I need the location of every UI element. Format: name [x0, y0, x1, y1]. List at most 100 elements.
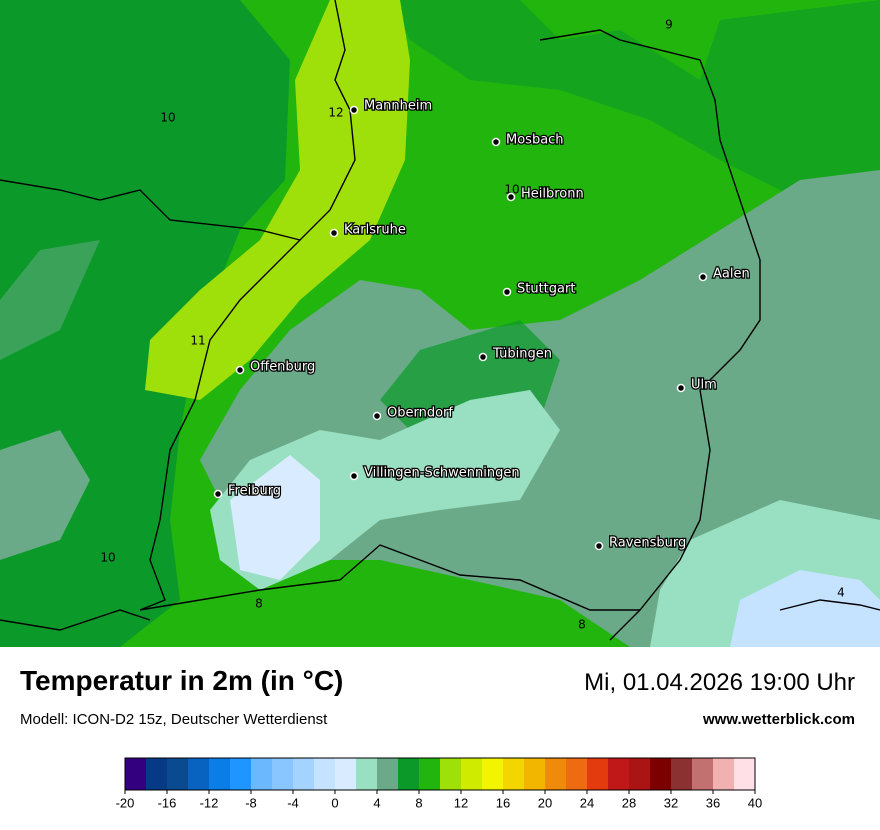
color-swatch	[713, 758, 735, 790]
colorbar: -20 -16 -12 -8 -4 0 4 8 12 16 20 24 28 32 36 40	[116, 757, 762, 810]
tick-label: 8	[415, 795, 422, 810]
temperature-area	[0, 240, 100, 360]
color-swatch	[230, 758, 252, 790]
color-swatch	[167, 758, 189, 790]
tick-label: -16	[158, 795, 177, 810]
colorbar-frame	[124, 757, 756, 791]
city-marker	[491, 137, 501, 147]
tick-label: 16	[496, 795, 510, 810]
color-swatch	[545, 758, 567, 790]
tick-label: -20	[116, 795, 135, 810]
website: www.wetterblick.com	[702, 711, 855, 728]
color-swatch	[188, 758, 210, 790]
tick-label: 12	[454, 795, 468, 810]
border	[779, 599, 880, 611]
color-swatch	[272, 758, 294, 790]
city-label: Heilbronn	[521, 187, 584, 202]
contour-label: 11	[190, 334, 205, 348]
contour-label: 12	[328, 106, 343, 120]
city-label: Ravensburg	[609, 536, 686, 551]
title: Temperatur in 2m (in °C)	[20, 665, 343, 696]
city-marker	[349, 105, 359, 115]
tick-label: 20	[538, 795, 552, 810]
cities: Mannheim Mosbach Heilbronn Karlsruhe Aal…	[213, 97, 751, 552]
border	[539, 29, 761, 641]
temperature-area	[230, 455, 320, 580]
color-swatch	[503, 758, 525, 790]
color-swatch	[398, 758, 420, 790]
tick-label: -8	[245, 795, 257, 810]
city-marker	[594, 541, 604, 551]
color-swatch	[524, 758, 546, 790]
city-marker	[502, 287, 512, 297]
city-label: Stuttgart	[517, 282, 575, 297]
city-label: Freiburg	[228, 484, 281, 499]
city-label: Tübingen	[492, 347, 552, 362]
city-marker	[349, 471, 359, 481]
color-swatch	[293, 758, 315, 790]
color-swatch	[566, 758, 588, 790]
city-label: Karlsruhe	[344, 223, 406, 238]
tick-label: 28	[622, 795, 636, 810]
tick-label: 24	[580, 795, 594, 810]
contour-labels: 9 10 12 10 11 10 8 8 4	[100, 18, 844, 632]
color-swatch	[734, 758, 756, 790]
color-swatch	[692, 758, 714, 790]
border	[139, 239, 301, 611]
tick-label: 0	[331, 795, 338, 810]
color-swatch	[440, 758, 462, 790]
border	[0, 609, 151, 631]
color-swatch	[251, 758, 273, 790]
tick-label: 40	[748, 795, 762, 810]
contour-label: 10	[504, 183, 519, 197]
color-swatch	[335, 758, 357, 790]
temperature-area	[390, 0, 880, 220]
city-marker	[372, 411, 382, 421]
city-marker	[213, 489, 223, 499]
city-label: Mosbach	[506, 133, 564, 148]
tick-label: 36	[706, 795, 720, 810]
contour-label: 9	[665, 18, 673, 32]
contour-label: 4	[837, 586, 845, 600]
color-swatch	[608, 758, 630, 790]
color-swatch	[125, 758, 147, 790]
color-swatch	[650, 758, 672, 790]
color-swatch	[209, 758, 231, 790]
contour-label: 8	[578, 618, 586, 632]
color-swatch	[629, 758, 651, 790]
city-marker	[506, 192, 516, 202]
tick-label: 4	[373, 795, 380, 810]
footer: Temperatur in 2m (in °C) Modell: ICON-D2…	[20, 665, 855, 728]
tick-label: -12	[200, 795, 219, 810]
color-swatch	[419, 758, 441, 790]
model: Modell: ICON-D2 15z, Deutscher Wetterdie…	[20, 711, 328, 728]
city-marker	[698, 272, 708, 282]
contour-label: 10	[160, 111, 175, 125]
color-swatch	[671, 758, 693, 790]
color-swatch	[356, 758, 378, 790]
contour-label: 10	[100, 551, 115, 565]
city-label: Villingen-Schwenningen	[364, 466, 520, 481]
city-label: Mannheim	[364, 99, 432, 114]
datetime: Mi, 01.04.2026 19:00 Uhr	[584, 669, 855, 696]
city-marker	[235, 365, 245, 375]
city-label: Oberndorf	[387, 406, 453, 421]
contour-label: 8	[255, 597, 263, 611]
city-marker	[676, 383, 686, 393]
color-swatch	[377, 758, 399, 790]
border	[139, 544, 640, 611]
tick-label: 32	[664, 795, 678, 810]
map	[0, 0, 880, 647]
city-marker	[478, 352, 488, 362]
city-label: Aalen	[713, 267, 750, 282]
city-label: Ulm	[691, 378, 717, 393]
color-swatch	[314, 758, 336, 790]
color-swatch	[587, 758, 609, 790]
color-swatch	[146, 758, 168, 790]
city-marker	[329, 228, 339, 238]
temperature-area	[730, 570, 880, 647]
temperature-area	[145, 0, 410, 400]
color-swatch	[482, 758, 504, 790]
temperature-area	[0, 430, 90, 560]
